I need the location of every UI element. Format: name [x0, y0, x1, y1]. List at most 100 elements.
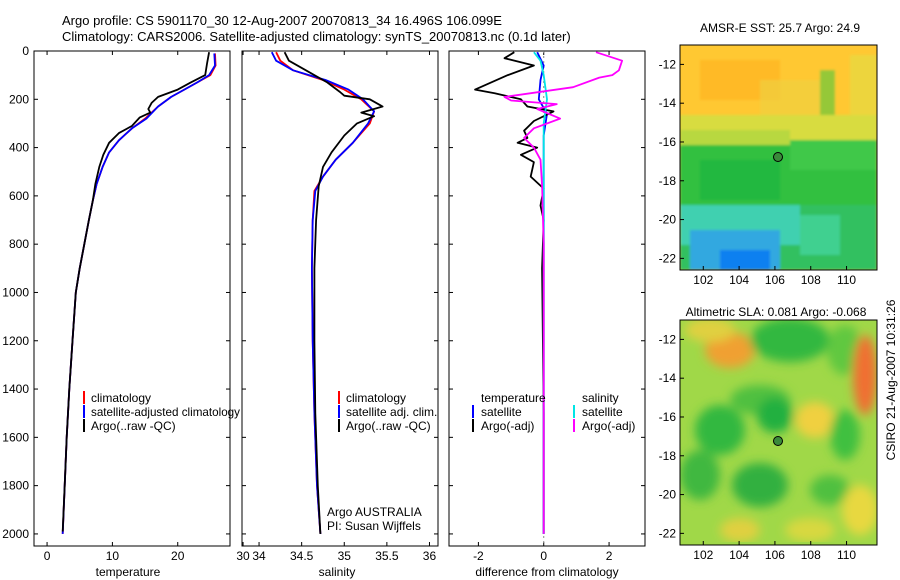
series-line-argo-raw-qc [61, 52, 210, 532]
x-tick-label: 0 [44, 549, 51, 563]
x-tick-label: 35 [338, 549, 352, 563]
salinity-panel: 34 34.5 35 35.5 36 salinity climatology sate… [241, 50, 439, 579]
legend-label-argo: Argo(..raw -QC) [91, 419, 176, 433]
map-y-tick-label: -16 [659, 410, 677, 424]
map-y-tick-label: -20 [659, 488, 677, 502]
temperature-legend: climatology satellite-adjusted climatolo… [83, 391, 240, 433]
x-tick-label: 35.5 [375, 549, 399, 563]
temperature-axes-frame [33, 50, 231, 547]
difference-axes-frame [448, 50, 646, 547]
difference-lines [474, 51, 623, 534]
sla-map-frame [679, 319, 878, 546]
legend-label-temp-argo: Argo(-adj) [481, 419, 534, 433]
difference-legend: temperature satellite Argo(-adj) salinit… [472, 391, 635, 433]
x-tick-label: 2 [606, 549, 613, 563]
credit-timestamp: CSIRO 21-Aug-2007 10:31:26 [884, 299, 898, 460]
y-tick-label: 1600 [2, 430, 29, 444]
series-line-climatology [61, 53, 217, 534]
legend-label-sal-argo: Argo(-adj) [582, 419, 635, 433]
y-tick-label: 200 [9, 92, 29, 106]
y-tick-label: 1000 [2, 285, 29, 299]
sst-map-panel: AMSR-E SST: 25.7 Argo: 24.9 [659, 21, 878, 287]
salinity-legend: climatology satellite adj. clim. Argo(..… [338, 391, 437, 433]
temperature-xlabel: temperature [96, 565, 161, 579]
map-y-tick-label: -16 [659, 135, 677, 149]
map-y-tick-label: -14 [659, 371, 677, 385]
y-tick-label: 2000 [2, 527, 29, 541]
map-x-tick-label: 110 [837, 273, 856, 287]
series-line-satellite-adjusted-climatology [61, 53, 216, 534]
y-tick-label: 1800 [2, 479, 29, 493]
map-y-tick-label: -18 [659, 449, 677, 463]
salinity-axes-frame [241, 50, 439, 547]
difference-ticks: -2 0 2 [449, 50, 645, 563]
map-y-tick-label: -18 [659, 174, 677, 188]
legend-label-climatology: climatology [91, 391, 151, 405]
legend-label-argo: Argo(..raw -QC) [346, 419, 431, 433]
sst-heatmap [680, 45, 877, 270]
sla-map-panel: Altimetric SLA: 0.081 Argo: -0.068 [659, 305, 878, 562]
y-tick-label: 400 [9, 141, 29, 155]
map-x-tick-label: 102 [693, 548, 713, 562]
x-tick-label: 20 [171, 549, 185, 563]
legend-label-climatology: climatology [346, 391, 406, 405]
x-tick-label: 36 [423, 549, 437, 563]
map-x-tick-label: 106 [765, 273, 785, 287]
map-x-tick-label: 102 [693, 273, 713, 287]
salinity-annotation-line1: Argo AUSTRALIA [327, 505, 422, 519]
temperature-lines [61, 52, 217, 534]
map-y-tick-label: -20 [659, 213, 677, 227]
x-tick-label: 34 [252, 549, 266, 563]
legend-label-satellite: satellite-adjusted climatology [91, 405, 240, 419]
salinity-lines [270, 51, 384, 534]
sla-map-title: Altimetric SLA: 0.081 Argo: -0.068 [686, 305, 867, 319]
x-tick-label: 34.5 [290, 549, 314, 563]
legend-label-temp-satellite: satellite [481, 405, 522, 419]
x-tick-label: 30 [236, 549, 250, 563]
series-line-satellite-adj-clim [270, 51, 375, 534]
salinity-ticks: 34 34.5 35 35.5 36 [242, 50, 438, 563]
map-y-tick-label: -22 [659, 526, 677, 540]
figure-title-line2: Climatology: CARS2006. Satellite-adjuste… [62, 29, 571, 44]
series-line-argo-raw-qc [283, 51, 384, 534]
sst-map-title: AMSR-E SST: 25.7 Argo: 24.9 [700, 21, 860, 35]
sst-map-ticks: 102 104 106 108 110 -12 -14 -16 -18 -20 -22 [659, 57, 857, 287]
map-x-tick-label: 108 [801, 548, 821, 562]
salinity-xlabel: salinity [319, 565, 356, 579]
difference-xlabel: difference from climatology [475, 565, 618, 579]
x-tick-label: 10 [106, 549, 120, 563]
x-tick-label: 0 [540, 549, 547, 563]
y-tick-label: 1200 [2, 334, 29, 348]
legend-label-satellite: satellite adj. clim. [346, 405, 437, 419]
sla-map-ticks: 102 104 106 108 110 -12 -14 -16 -18 -20 -22 [659, 332, 857, 562]
map-y-tick-label: -12 [659, 332, 677, 346]
map-x-tick-label: 106 [765, 548, 785, 562]
legend-title-salinity: salinity [582, 391, 619, 405]
legend-label-sal-satellite: satellite [582, 405, 623, 419]
series-line-temperature-argo-adj [474, 51, 555, 534]
map-x-tick-label: 104 [729, 548, 749, 562]
figure-title-line1: Argo profile: CS 5901170_30 12-Aug-2007 … [62, 13, 502, 28]
difference-panel: -2 0 2 difference from climatology tempera… [448, 50, 646, 579]
map-y-tick-label: -22 [659, 251, 677, 265]
sst-argo-marker [773, 152, 783, 162]
sst-map-frame [679, 44, 878, 271]
y-tick-label: 0 [22, 44, 29, 58]
y-tick-label: 800 [9, 237, 29, 251]
series-line-climatology [275, 51, 375, 534]
salinity-annotation-line2: PI: Susan Wijffels [327, 519, 421, 533]
y-tick-label: 600 [9, 189, 29, 203]
map-y-tick-label: -12 [659, 57, 677, 71]
map-y-tick-label: -14 [659, 96, 677, 110]
series-line-salinity-argo-adj [503, 51, 623, 534]
sla-argo-marker [773, 436, 783, 446]
y-tick-label: 1400 [2, 382, 29, 396]
temperature-panel: 0 10 20 30 0 200 400 600 800 1000 1200 1400 1600 1800… [2, 44, 250, 579]
map-x-tick-label: 104 [729, 273, 749, 287]
legend-title-temperature: temperature [481, 391, 546, 405]
map-x-tick-label: 108 [801, 273, 821, 287]
map-x-tick-label: 110 [837, 548, 856, 562]
sla-heatmap [680, 320, 877, 545]
x-tick-label: -2 [473, 549, 484, 563]
